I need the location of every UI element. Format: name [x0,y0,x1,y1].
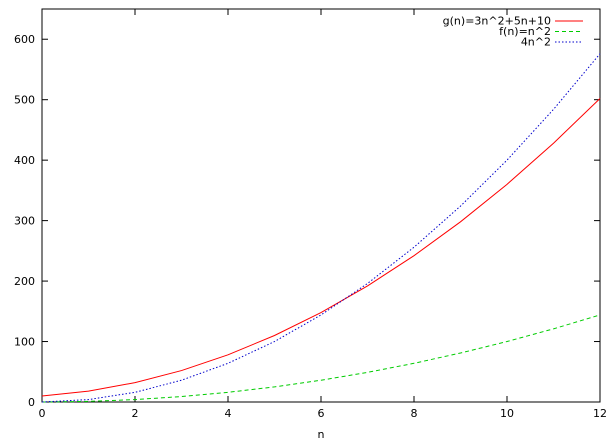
y-tick-label: 300 [14,215,35,228]
axis-ticks: 0 2 4 6 8 10 12 0 100 200 300 400 500 600 [14,9,607,420]
x-axis-label: n [318,428,325,441]
legend-label: g(n)=3n^2+5n+10 [443,15,551,28]
legend-label: 4n^2 [521,36,551,49]
x-tick-label: 12 [593,407,607,420]
x-tick-label: 10 [500,407,514,420]
legend: g(n)=3n^2+5n+10f(n)=n^24n^2 [443,15,583,49]
y-tick-label: 200 [14,275,35,288]
x-tick-label: 2 [132,407,139,420]
series-line-2 [41,53,601,403]
series-line-0 [41,98,601,397]
series-lines [41,53,601,403]
series-line-1 [41,314,601,403]
y-tick-label: 400 [14,154,35,167]
y-tick-label: 500 [14,94,35,107]
x-tick-label: 8 [411,407,418,420]
plot-frame [41,8,601,403]
x-tick-label: 4 [225,407,232,420]
x-tick-label: 0 [39,407,46,420]
y-tick-label: 0 [28,396,35,409]
y-tick-label: 600 [14,33,35,46]
y-tick-label: 100 [14,336,35,349]
x-tick-label: 6 [318,407,325,420]
legend-label: f(n)=n^2 [499,25,551,38]
